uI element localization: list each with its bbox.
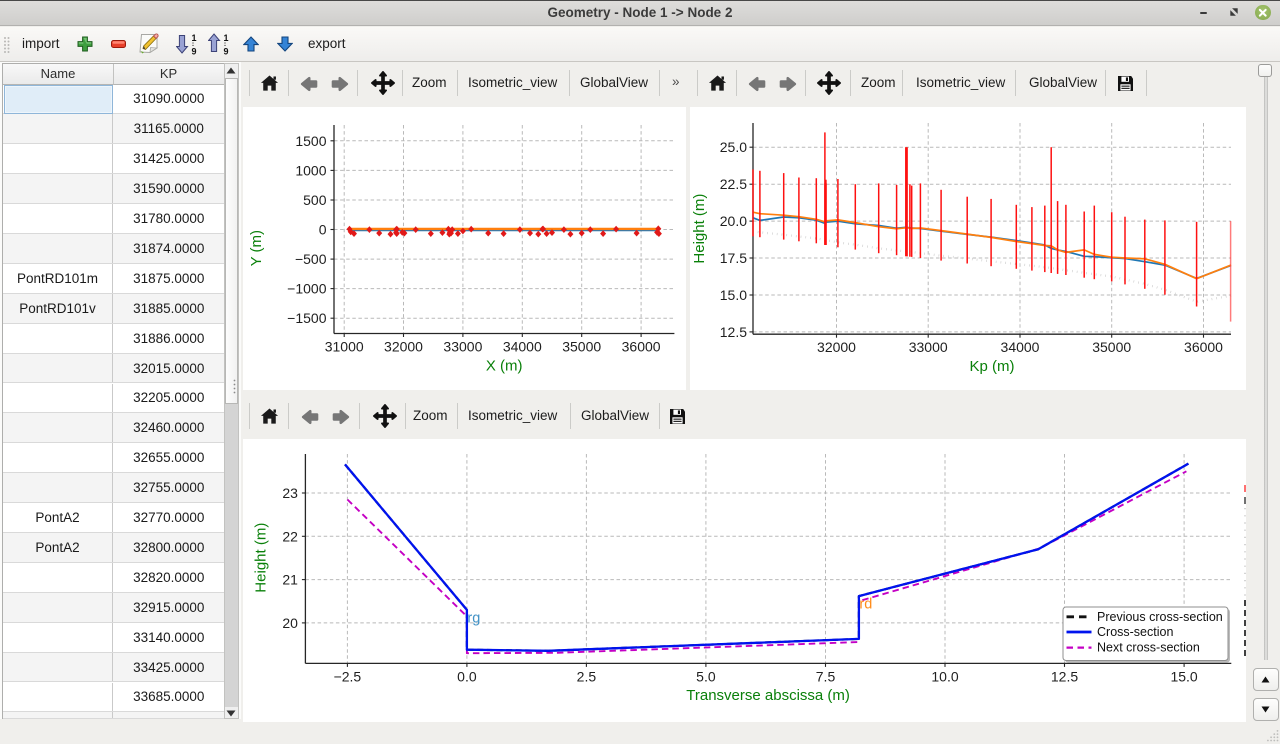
svg-text:32000: 32000 (384, 339, 423, 355)
svg-text:1: 1 (224, 33, 229, 43)
svg-text:21: 21 (282, 572, 298, 588)
svg-text:Next cross-section: Next cross-section (1097, 641, 1200, 655)
svg-text:34000: 34000 (1001, 339, 1040, 355)
svg-text:15.0: 15.0 (1170, 668, 1197, 684)
svg-text:−500: −500 (295, 251, 327, 267)
svg-text:20: 20 (282, 615, 298, 631)
svg-text:35000: 35000 (562, 339, 601, 355)
svg-text:22: 22 (282, 528, 298, 544)
svg-text:5.0: 5.0 (696, 668, 716, 684)
svg-text:34000: 34000 (503, 339, 542, 355)
svg-text:Transverse abscissa (m): Transverse abscissa (m) (686, 687, 850, 704)
svg-text:23: 23 (282, 485, 298, 501)
svg-text:9: 9 (192, 47, 197, 57)
svg-text:Cross-section: Cross-section (1097, 625, 1173, 639)
svg-text:35000: 35000 (1092, 339, 1131, 355)
svg-text:500: 500 (303, 192, 327, 208)
svg-text:15.0: 15.0 (720, 287, 747, 303)
svg-text:33000: 33000 (909, 339, 948, 355)
svg-text:1: 1 (192, 33, 197, 43)
svg-text:−1500: −1500 (287, 310, 327, 326)
svg-text:32000: 32000 (817, 339, 856, 355)
svg-text:Y (m): Y (m) (248, 230, 265, 266)
svg-text:−2.5: −2.5 (334, 668, 362, 684)
svg-text:X (m): X (m) (486, 358, 523, 375)
svg-text:7.5: 7.5 (816, 668, 836, 684)
svg-text:0.0: 0.0 (457, 668, 477, 684)
svg-text:rg: rg (467, 610, 480, 626)
svg-text:Kp (m): Kp (m) (970, 358, 1015, 375)
svg-text:0: 0 (319, 222, 327, 238)
svg-text:1500: 1500 (295, 133, 326, 149)
svg-text:12.5: 12.5 (720, 324, 747, 340)
svg-text:Previous cross-section: Previous cross-section (1097, 610, 1223, 624)
svg-text:25.0: 25.0 (720, 139, 747, 155)
svg-text:36000: 36000 (622, 339, 661, 355)
svg-text:Height (m): Height (m) (691, 194, 708, 264)
svg-text:rd: rd (859, 597, 872, 613)
svg-text:2.5: 2.5 (577, 668, 597, 684)
svg-text:22.5: 22.5 (720, 176, 747, 192)
svg-text:10.0: 10.0 (931, 668, 958, 684)
svg-text:36000: 36000 (1184, 339, 1223, 355)
svg-text:−1000: −1000 (287, 281, 327, 297)
svg-text:12.5: 12.5 (1051, 668, 1078, 684)
svg-text:31000: 31000 (325, 339, 364, 355)
svg-text:20.0: 20.0 (720, 213, 747, 229)
svg-text:17.5: 17.5 (720, 250, 747, 266)
svg-text:9: 9 (224, 47, 229, 57)
svg-text:1000: 1000 (295, 162, 326, 178)
svg-text:33000: 33000 (443, 339, 482, 355)
svg-text:Height (m): Height (m) (252, 523, 269, 593)
